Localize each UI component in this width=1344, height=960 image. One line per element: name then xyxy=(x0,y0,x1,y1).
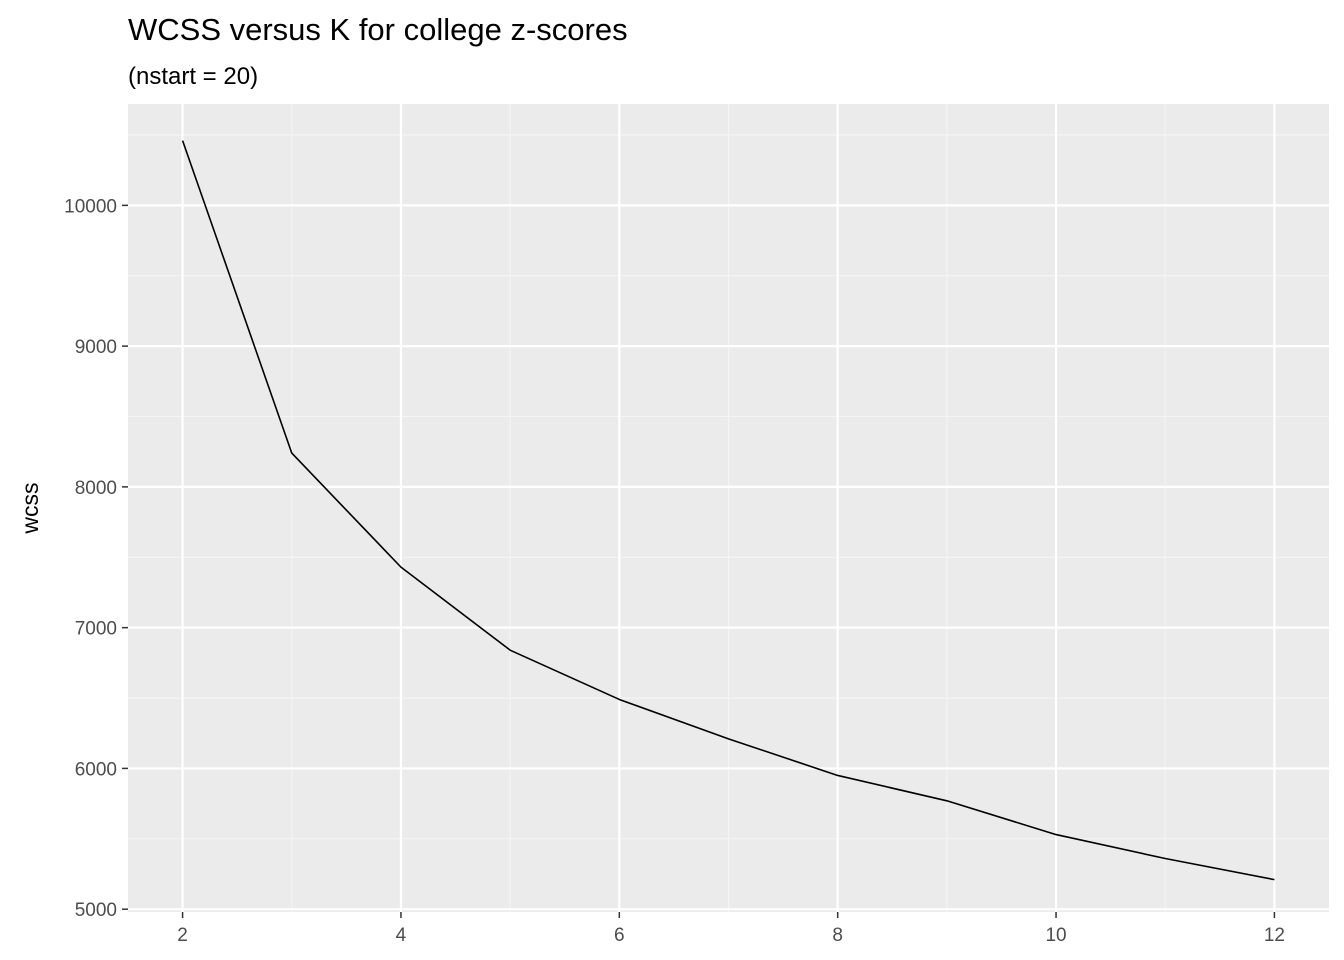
x-axis: 2 4 6 8 10 12 xyxy=(177,912,1285,946)
x-tick-label: 4 xyxy=(396,925,407,946)
x-tick-label: 12 xyxy=(1264,925,1285,946)
y-tick-label: 6000 xyxy=(75,759,117,780)
grid-major xyxy=(128,104,1329,912)
x-tick-label: 6 xyxy=(614,925,625,946)
y-tick-label: 10000 xyxy=(64,196,117,217)
y-tick-label: 8000 xyxy=(75,478,117,499)
y-tick-label: 7000 xyxy=(75,619,117,640)
grid-minor xyxy=(128,104,1329,912)
x-tick-label: 10 xyxy=(1045,925,1066,946)
y-tick-label: 5000 xyxy=(75,900,117,921)
chart-title: WCSS versus K for college z-scores xyxy=(128,12,628,47)
y-axis-title: wcss xyxy=(17,482,43,534)
x-tick-label: 2 xyxy=(177,925,188,946)
x-tick-label: 8 xyxy=(832,925,843,946)
y-tick-label: 9000 xyxy=(75,337,117,358)
chart-subtitle: (nstart = 20) xyxy=(128,63,258,90)
y-axis: 5000 6000 7000 8000 9000 10000 xyxy=(64,196,128,921)
series-line-wcss xyxy=(181,140,1275,881)
